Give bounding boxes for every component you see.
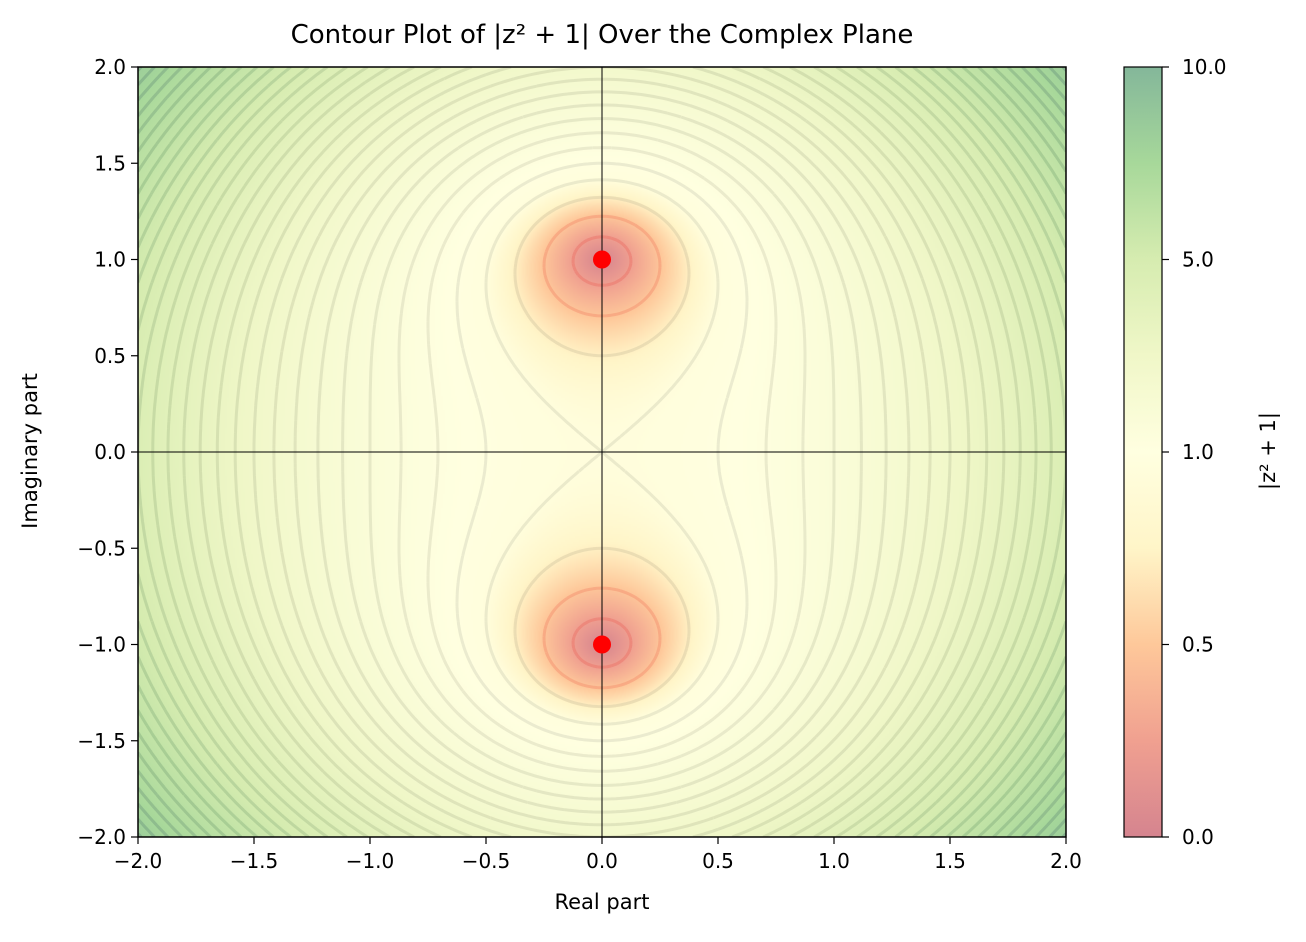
zero-marker (593, 250, 611, 269)
contour-level (138, 67, 1066, 837)
x-tick-label: 2.0 (1050, 849, 1082, 873)
contour-level (341, 103, 863, 801)
chart-title: Contour Plot of |z² + 1| Over the Comple… (290, 20, 914, 50)
contour-level (215, 67, 989, 837)
contour-level (138, 67, 1066, 837)
contour-level (151, 67, 1053, 837)
y-tick-label: −1.0 (77, 633, 126, 657)
x-tick-label: −1.5 (230, 849, 279, 873)
y-tick-label: 2.0 (94, 55, 126, 79)
contour-level (138, 67, 1066, 837)
y-tick-label: 0.5 (94, 344, 126, 368)
contour-level (484, 178, 720, 726)
contour-level (138, 67, 1066, 837)
contour-level (272, 67, 932, 837)
x-tick-label: 0.0 (586, 849, 618, 873)
colorbar (1123, 66, 1163, 838)
y-tick-label: −2.0 (77, 825, 126, 849)
contour-level (252, 67, 952, 837)
contour-level (166, 67, 1038, 837)
contour-level (138, 67, 1066, 837)
contour-level (182, 67, 1022, 837)
y-tick-label: 0.0 (94, 440, 126, 464)
colorbar-tick-label: 0.0 (1182, 825, 1214, 849)
contour-level (571, 235, 633, 669)
zero-marker (593, 635, 611, 654)
contour-level (293, 77, 911, 827)
x-tick-label: −0.5 (462, 849, 511, 873)
zero-markers (593, 250, 611, 654)
y-tick-label: −0.5 (77, 536, 126, 560)
y-tick-label: 1.0 (94, 248, 126, 272)
colorbar-tick-label: 10.0 (1182, 55, 1227, 79)
x-tick-label: 1.5 (934, 849, 966, 873)
x-tick-label: 0.5 (702, 849, 734, 873)
contour-level (138, 67, 1066, 837)
contour-level (233, 67, 971, 837)
y-tick-label: 1.5 (94, 151, 126, 175)
colorbar-tick-label: 0.5 (1182, 633, 1214, 657)
contour-level (138, 67, 1066, 837)
y-tick-label: −1.5 (77, 729, 126, 753)
contour-level (455, 161, 749, 743)
y-axis-ticks: −2.0 −1.5 −1.0 −0.5 0.0 0.5 1.0 1.5 2.0 (77, 55, 138, 849)
x-tick-label: 1.0 (818, 849, 850, 873)
colorbar-tick-label: 5.0 (1182, 248, 1214, 272)
y-axis-label: Imaginary part (18, 373, 42, 529)
contour-lines (138, 67, 1066, 837)
contour-level (198, 67, 1006, 837)
colorbar-label: |z² + 1| (1256, 412, 1280, 490)
contour-level (542, 214, 662, 690)
contour-level (138, 67, 1066, 837)
contour-level (513, 195, 691, 709)
zero-axis-lines (138, 67, 1066, 837)
contour-level (397, 131, 807, 773)
contour-level (368, 117, 836, 787)
contour-level (138, 67, 1066, 837)
colorbar-tick-label: 1.0 (1182, 440, 1214, 464)
x-axis-label: Real part (554, 890, 650, 914)
contour-level (138, 67, 1066, 837)
colorbar-ticks: 0.0 0.5 1.0 5.0 10.0 (1162, 55, 1227, 849)
contour-level (426, 146, 778, 758)
x-axis-ticks: −2.0 −1.5 −1.0 −0.5 0.0 0.5 1.0 1.5 2.0 (114, 837, 1082, 873)
contour-level (138, 67, 1066, 837)
contour-level (138, 67, 1066, 837)
x-tick-label: −2.0 (114, 849, 163, 873)
contour-level (138, 67, 1066, 837)
contour-level (316, 90, 888, 814)
x-tick-label: −1.0 (346, 849, 395, 873)
